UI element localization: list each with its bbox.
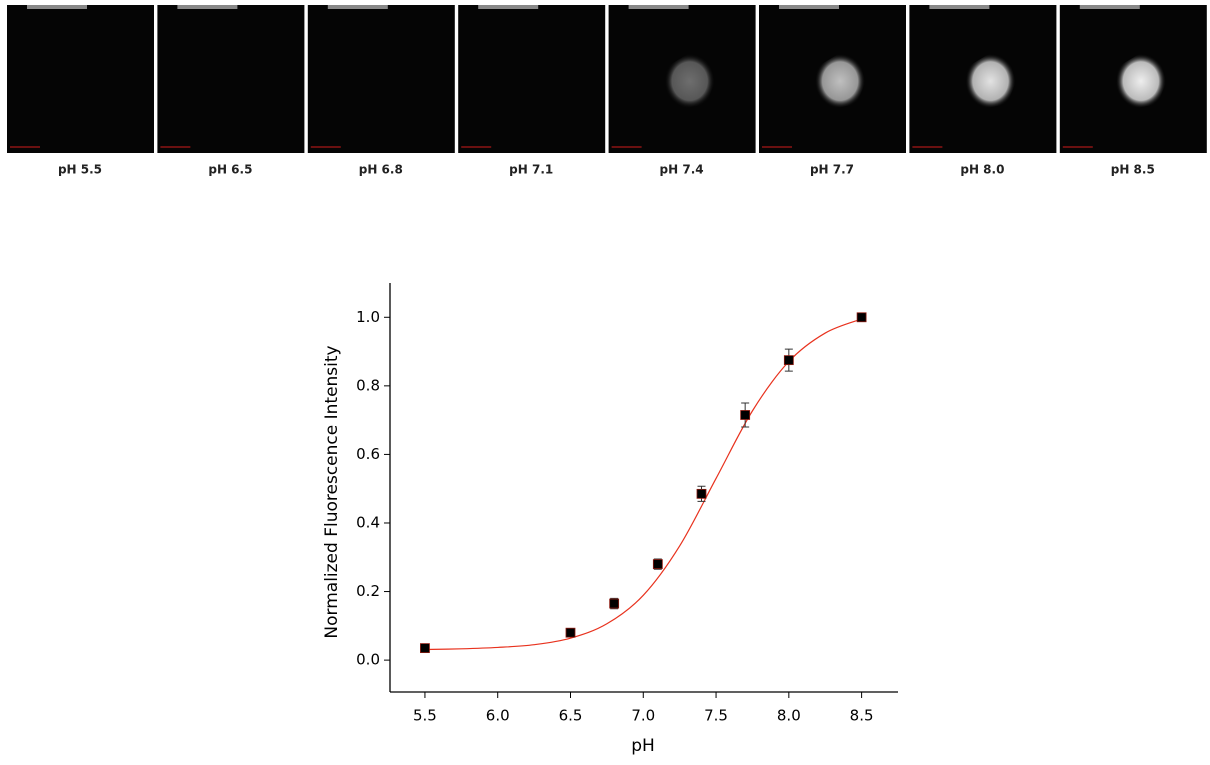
- caption-mark: [10, 146, 40, 148]
- scale-bar: [1079, 5, 1140, 9]
- panel-label: pH 7.4: [660, 163, 704, 177]
- fit-line: [424, 318, 862, 651]
- x-tick-label: 8.5: [850, 707, 874, 725]
- cell: [814, 53, 866, 109]
- image-panels: pH 5.5 pH 6.5 pH 6.8 pH 7.1 pH 7.4 pH 7.7 pH 8…: [7, 5, 1207, 177]
- micrograph: [157, 5, 305, 153]
- data-point: [609, 598, 620, 609]
- caption-mark: [461, 146, 492, 148]
- data-point: [856, 312, 867, 323]
- scale-bar: [478, 5, 539, 9]
- y-tick-label: 0.0: [356, 651, 380, 669]
- x-tick-label: 7.0: [631, 707, 655, 725]
- scale-bar: [779, 5, 839, 9]
- data-point: [783, 355, 794, 366]
- micrograph: [458, 5, 606, 153]
- panel-label: pH 6.8: [359, 163, 403, 177]
- caption-mark: [762, 146, 792, 148]
- caption-mark: [160, 146, 191, 148]
- scale-bar: [628, 5, 689, 9]
- y-axis-label: Normalized Fluorescence Intensity: [322, 345, 342, 638]
- caption-mark: [310, 146, 341, 148]
- panel-label: pH 7.7: [810, 163, 854, 177]
- panel-label: pH 5.5: [58, 163, 102, 177]
- x-tick-label: 5.5: [413, 707, 437, 725]
- x-tick-label: 7.5: [704, 707, 728, 725]
- scale-bar: [929, 5, 990, 9]
- cell: [1115, 53, 1167, 109]
- y-tick-label: 0.8: [356, 376, 380, 394]
- cell: [965, 53, 1016, 109]
- panel-label: pH 8.5: [1111, 163, 1155, 177]
- micrograph: [307, 5, 455, 153]
- data-point: [652, 559, 663, 570]
- panel-label: pH 8.0: [960, 163, 1004, 177]
- y-tick-label: 0.2: [356, 582, 380, 600]
- data-point: [420, 643, 430, 654]
- panel-label: pH 6.5: [208, 163, 252, 177]
- x-tick-label: 8.0: [777, 707, 801, 725]
- micrograph: [7, 5, 154, 153]
- caption-mark: [1062, 146, 1093, 148]
- y-tick-label: 0.6: [356, 445, 380, 463]
- data-point: [565, 627, 576, 638]
- scale-bar: [327, 5, 388, 9]
- data-point: [740, 410, 751, 420]
- cell: [664, 53, 715, 109]
- scale-bar: [177, 5, 238, 9]
- caption-mark: [912, 146, 943, 148]
- scale-bar: [27, 5, 87, 9]
- y-tick-label: 0.4: [356, 513, 380, 531]
- panel-label: pH 7.1: [509, 163, 553, 177]
- x-axis-label: pH: [631, 736, 655, 756]
- x-tick-label: 6.0: [486, 707, 510, 725]
- caption-mark: [611, 146, 642, 148]
- data-point: [696, 488, 707, 499]
- x-tick-label: 6.5: [559, 707, 583, 725]
- y-tick-label: 1.0: [356, 308, 380, 326]
